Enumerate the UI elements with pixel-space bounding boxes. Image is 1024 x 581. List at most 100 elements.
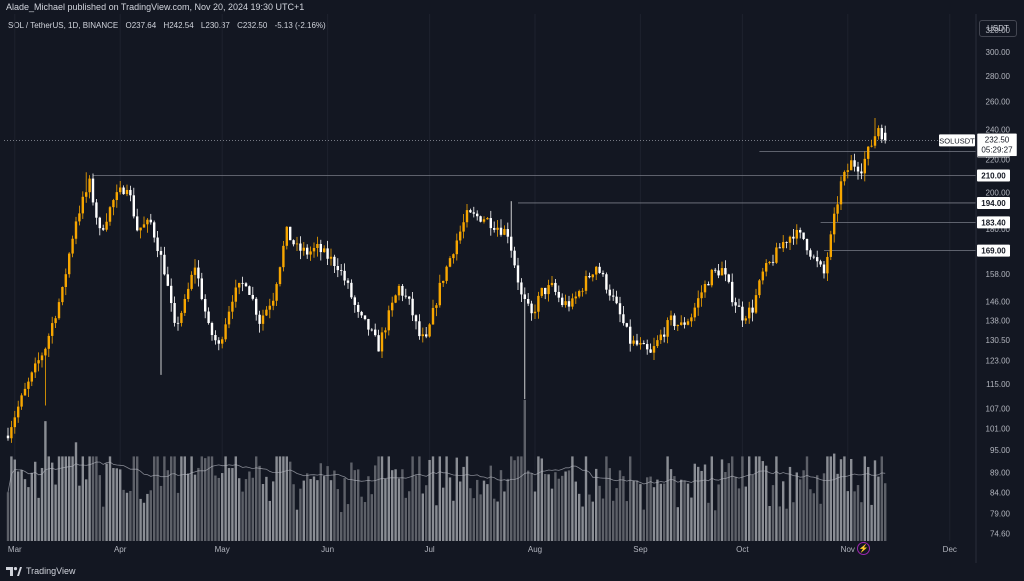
volume-bar <box>306 473 309 541</box>
level-tag <box>977 244 1010 257</box>
candle-body <box>119 187 122 193</box>
candle-body <box>632 340 635 344</box>
volume-bar <box>404 497 407 541</box>
volume-bar <box>652 487 656 541</box>
volume-bar <box>23 479 27 541</box>
volume-bar <box>108 456 112 541</box>
tradingview-logo-icon <box>6 566 22 576</box>
volume-bar <box>224 456 227 541</box>
candle-body <box>122 187 125 195</box>
volume-bar <box>459 481 462 541</box>
candle-body <box>214 335 217 341</box>
volume-bar <box>78 485 81 541</box>
countdown-label: 05:29:27 <box>981 145 1013 154</box>
candle-body <box>598 266 601 273</box>
volume-bar <box>618 470 622 541</box>
candle-body <box>822 264 826 274</box>
level-tag-label: 169.00 <box>981 247 1006 256</box>
volume-bar <box>503 491 506 541</box>
candle-body <box>149 219 152 223</box>
time-tick-label: Sep <box>633 545 648 554</box>
volume-bar <box>598 485 601 541</box>
candle-body <box>714 269 717 271</box>
volume-bar <box>156 456 159 541</box>
price-tick-label: 158.00 <box>986 270 1011 279</box>
volume-bar <box>646 477 649 541</box>
volume-bar <box>153 456 156 541</box>
volume-bar <box>336 489 339 541</box>
candle-body <box>829 234 832 257</box>
volume-bar <box>523 400 526 541</box>
volume-bar <box>527 470 530 541</box>
candle-body <box>74 221 78 239</box>
volume-bar <box>829 456 832 541</box>
volume-bar <box>217 477 220 541</box>
candle-body <box>173 303 176 323</box>
volume-bar <box>768 506 771 541</box>
volume-bar <box>625 501 628 541</box>
volume-bar <box>673 476 676 541</box>
candle-body <box>37 360 40 364</box>
volume-bar <box>816 475 819 541</box>
tradingview-logo[interactable]: TradingView <box>6 566 76 576</box>
candle-body <box>754 295 758 313</box>
candle-body <box>391 302 394 311</box>
candle-body <box>163 254 166 275</box>
candle-body <box>231 301 234 312</box>
volume-bar <box>227 468 231 541</box>
candle-body <box>853 160 856 167</box>
volume-bar <box>183 456 186 541</box>
volume-bar <box>656 479 659 541</box>
time-axis[interactable]: Mar Apr May Jun Jul Aug Sep Oct Nov Dec <box>8 545 957 554</box>
candle-body <box>612 295 615 297</box>
candle-body <box>367 319 370 330</box>
volume-bar <box>129 490 132 541</box>
volume-bar <box>690 497 693 541</box>
candle-body <box>734 302 737 306</box>
volume-bar <box>34 461 37 541</box>
candle-body <box>156 237 159 252</box>
price-tick-label: 280.00 <box>986 72 1011 81</box>
candle-body <box>686 321 690 325</box>
volume-bar <box>394 469 397 541</box>
volume-bar <box>122 489 125 541</box>
price-tick-label: 130.50 <box>986 336 1011 345</box>
volume-bar <box>567 470 571 541</box>
candle-body <box>724 268 727 275</box>
candle-body <box>717 270 720 276</box>
volume-bar <box>367 476 370 541</box>
volume-bar <box>669 469 673 541</box>
candle-body <box>302 247 305 251</box>
candle-body <box>384 330 387 333</box>
price-axis[interactable]: 320.00 300.00 280.00 260.00 240.00 220.00 200.… <box>975 14 1011 563</box>
volume-bar <box>629 456 632 541</box>
volume-bar <box>771 485 775 541</box>
volume-bar <box>516 456 520 541</box>
volume-bar <box>265 476 268 541</box>
candle-body <box>452 254 455 259</box>
candle-body <box>435 305 438 308</box>
volume-bar <box>408 491 411 541</box>
candle-body <box>445 266 448 281</box>
flash-icon[interactable]: ⚡ <box>857 542 870 555</box>
candle-body <box>85 192 88 197</box>
publish-bar: Alade_Michael published on TradingView.c… <box>0 0 1024 14</box>
candle-body <box>557 291 560 298</box>
candle-body <box>564 301 567 306</box>
currency-button[interactable]: USDT <box>979 20 1017 37</box>
price-chart[interactable]: 320.00 300.00 280.00 260.00 240.00 220.00 200.… <box>0 0 1024 563</box>
volume-bar <box>248 471 251 541</box>
volume-bar <box>809 489 812 541</box>
candle-body <box>238 282 241 288</box>
volume-bar <box>238 478 241 541</box>
candle-body <box>877 128 880 137</box>
candle-body <box>401 285 404 296</box>
volume-bar <box>853 491 856 541</box>
candle-body <box>690 317 693 322</box>
brand-name: TradingView <box>26 566 76 576</box>
candle-body <box>224 324 227 340</box>
time-tick-label: Oct <box>736 545 749 554</box>
candle-body <box>493 228 496 230</box>
candle-body <box>23 388 27 396</box>
volume-bar <box>513 460 516 541</box>
